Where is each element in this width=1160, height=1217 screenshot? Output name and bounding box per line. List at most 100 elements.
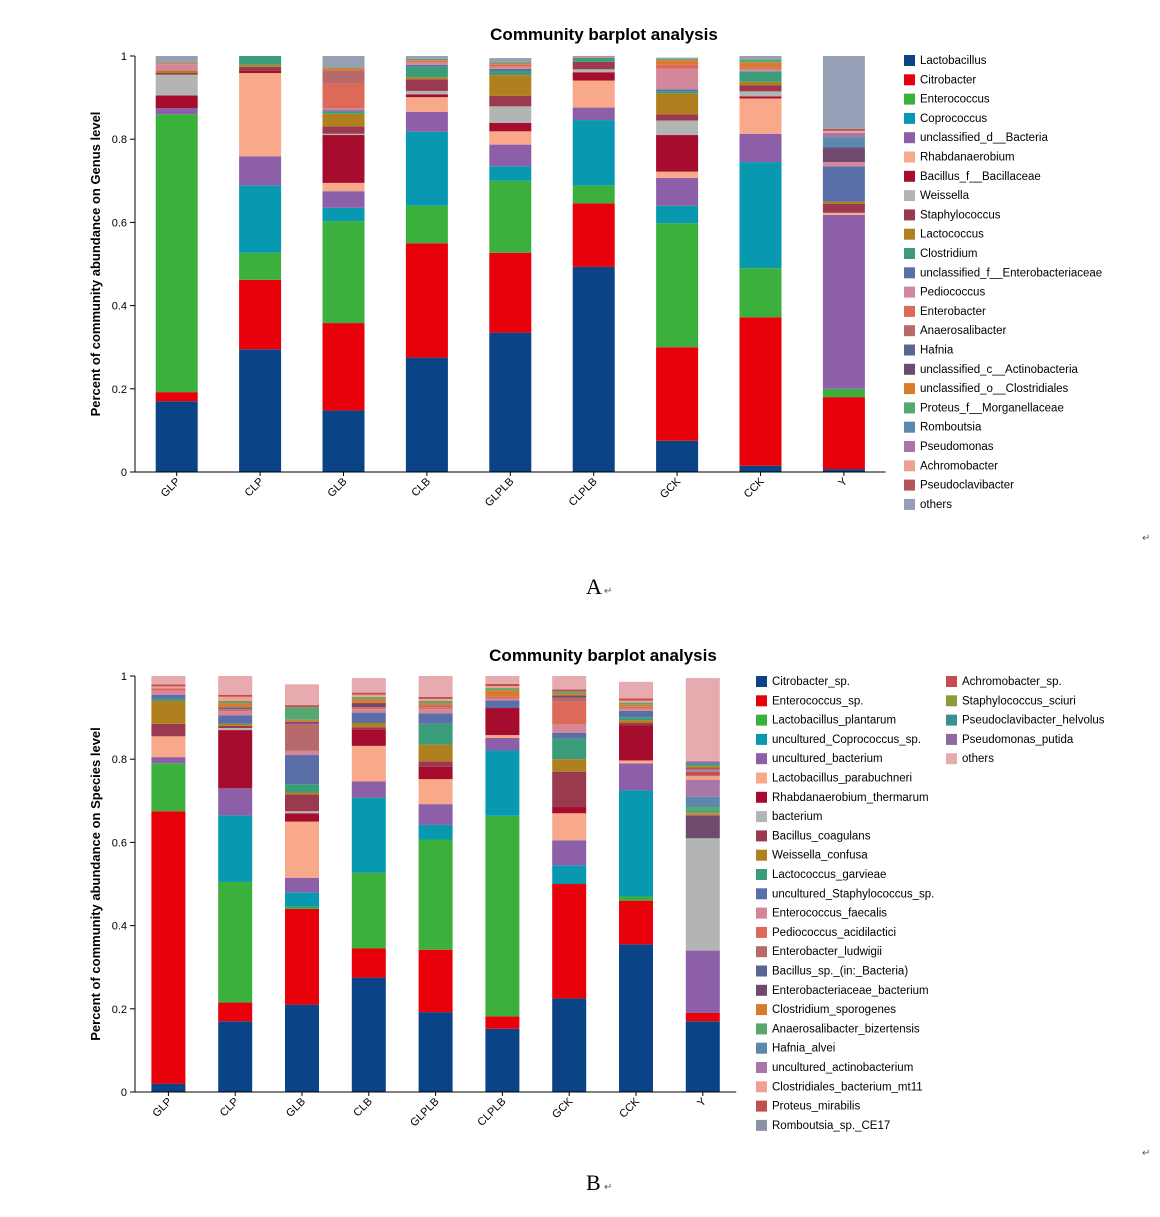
figure-b-line-return-mark: ↵ (1142, 1148, 1151, 1159)
legend-swatch-others (904, 498, 915, 510)
bar-segment-gck-pediococcus-acidilactici (552, 701, 587, 725)
legend-swatch-romboutsia-sp-ce17 (756, 1119, 767, 1131)
bar-segment-gck-clostridium (656, 91, 699, 94)
legend-label-proteus-mirabilis: Proteus_mirabilis (772, 1101, 860, 1113)
x-tick-label-glplb: GLPLB (408, 1096, 442, 1130)
bar-segment-y-unclassified-f-enterobacteriaceae (822, 166, 865, 202)
legend-swatch-pseudomonas (904, 441, 915, 452)
bar-segment-glplb-clostridiales-bacterium-mt11 (418, 698, 453, 701)
y-tick-label: 1 (121, 671, 127, 683)
bar-segment-glplb-lactococcus-garvieae (418, 723, 453, 745)
legend-label-romboutsia: Romboutsia (920, 422, 982, 434)
bar-segment-clb-enterococcus-faecalis (351, 709, 386, 713)
legend-swatch-enterobacteriaceae-bacterium (756, 984, 767, 996)
bar-segment-gck-proteus-mirabilis (552, 689, 587, 692)
legend-label-bacillus-f-bacillaceae: Bacillus_f__Bacillaceae (920, 171, 1041, 183)
bar-segment-y-romboutsia (822, 137, 865, 148)
bar-segment-glp-lactobacillus (155, 401, 198, 472)
bar-segment-y-romboutsia-sp-ce17 (685, 769, 720, 772)
bar-segment-clp-clostridiales-bacterium-mt11 (218, 696, 253, 701)
bar-segment-cck-unclassified-d-bacteria (739, 133, 782, 163)
bar-segment-cck-proteus-mirabilis (619, 698, 653, 701)
legend-label-enterobacteriaceae-bacterium: Enterobacteriaceae_bacterium (772, 985, 929, 997)
y-tick-label: 0 (121, 467, 127, 479)
x-tick-label-glp: GLP (159, 476, 183, 500)
x-tick-label-y: Y (836, 475, 850, 489)
bar-segment-cck-lactobacillus-plantarum (619, 896, 653, 901)
bar-segment-glplb-lactobacillus-plantarum (418, 839, 453, 950)
bar-segment-gck-rhabdanaerobium-thermarum (552, 807, 587, 814)
bar-segment-glp-bacillus-coagulans (151, 723, 186, 737)
bar-segment-clb-bacillus-coagulans (351, 727, 386, 730)
bar-segment-clp-lactobacillus (239, 349, 282, 472)
bar-segment-y-clostridium-sporogenes (685, 813, 720, 816)
bar-segment-gck-rhabdanaerobium (656, 171, 699, 178)
bar-segment-gck-lactobacillus-parabuchneri (552, 813, 587, 841)
bar-segment-y-pediococcus (822, 162, 865, 167)
bar-segment-glb-staphylococcus (322, 126, 365, 134)
bar-segment-glplb-bacillus-f-bacillaceae (489, 122, 532, 132)
legend-swatch-unclassified-d-bacteria (904, 132, 915, 144)
bar-segment-glplb-lactobacillus-parabuchneri (418, 779, 453, 805)
bar-segment-y-unclassified-d-bacteria (822, 214, 865, 389)
bar-segment-clp-bacillus-f-bacillaceae (239, 70, 282, 74)
bar-segment-glplb-lactococcus (489, 75, 532, 96)
legend-swatch-lactobacillus-parabuchneri (756, 772, 767, 784)
bar-segment-clplb-unclassified-d-bacteria (572, 107, 615, 121)
bar-segment-clb-enterobacteriaceae-bacterium (351, 703, 386, 708)
bar-segment-glb-anaerosalibacter (322, 70, 365, 84)
bar-segment-gck-enterococcus-faecalis (552, 724, 587, 733)
bar-segment-glplb-pediococcus-acidilactici (418, 707, 453, 710)
bar-segment-clp-enterococcus-sp (218, 1002, 253, 1022)
bar-segment-glb-clostridium (322, 111, 365, 114)
legend-swatch-unclassified-c-actinobacteria (904, 363, 915, 375)
bar-segment-glp-lactococcus-garvieae (151, 698, 186, 701)
y-tick-label: 0.2 (112, 1004, 127, 1016)
legend-swatch-coprococcus (904, 112, 915, 124)
bar-segment-clb-unclassified-f-enterobacteriaceae (405, 64, 448, 67)
y-axis-label: Percent of community abundance on Genus … (88, 112, 103, 417)
bar-segment-glp-unclassified-d-bacteria (155, 108, 198, 115)
bar-segment-gck-weissella-confusa (552, 759, 587, 772)
x-tick-label-gck: GCK (658, 475, 684, 501)
bar-segment-glb-weissella (322, 133, 365, 136)
legend-swatch-pseudoclavibacter (904, 479, 915, 491)
bar-segment-glp-staphylococcus (155, 72, 198, 75)
bar-segment-clplb-anaerosalibacter-bizertensis (485, 688, 520, 691)
genus-barplot: Community barplot analysis Percent of com… (88, 25, 1102, 511)
figure-b: Community barplot analysis Percent of com… (0, 620, 1160, 1200)
bar-segment-glplb-citrobacter-sp (418, 1012, 453, 1092)
bar-segment-y-pseudomonas-putida (685, 761, 720, 764)
bar-segment-glp-pediococcus-acidilactici (151, 688, 186, 691)
legend-swatch-enterococcus (904, 93, 915, 105)
legend-swatch-pseudoclavibacter-helvolus (946, 714, 957, 726)
bar-segment-glplb-weissella (489, 106, 532, 123)
legend-swatch-rhabdanaerobium-thermarum (756, 791, 767, 803)
bar-segment-glb-unclassified-f-enterobacteriaceae (322, 110, 365, 112)
legend-swatch-staphylococcus-sciuri (946, 695, 957, 707)
bar-segment-gck-enterococcus (656, 223, 699, 348)
y-tick-label: 0.6 (112, 837, 127, 849)
bar-segment-glplb-enterococcus (489, 180, 532, 253)
bar-segment-clb-enterococcus-sp (351, 948, 386, 978)
bar-segment-clp-others (218, 676, 253, 695)
bar-segment-clb-pediococcus (405, 62, 448, 65)
bar-segment-glplb-enterobacter (489, 64, 532, 67)
x-tick-label-clb: CLB (351, 1096, 375, 1120)
bar-segment-clb-lactobacillus-plantarum (351, 872, 386, 949)
legend-label-pseudomonas: Pseudomonas (920, 441, 994, 453)
bar-segment-glb-rhabdanaerobium (322, 182, 365, 192)
bar-segment-clb-pediococcus-acidilactici (351, 707, 386, 710)
bar-segment-glb-unclassified-o-clostridiales (322, 68, 365, 71)
bar-segment-clplb-coprococcus (572, 120, 615, 186)
legend-label-uncultured-bacterium: uncultured_bacterium (772, 753, 883, 765)
legend-swatch-weissella (904, 190, 915, 202)
bar-segment-glb-lactococcus (322, 113, 365, 127)
bar-segment-cck-enterococcus-faecalis (619, 708, 653, 711)
legend-label-pseudomonas-putida: Pseudomonas_putida (962, 734, 1074, 746)
bar-segment-y-anaerosalibacter-bizertensis (685, 807, 720, 814)
bar-segment-glb-lactobacillus-plantarum (285, 906, 319, 909)
y-tick-label: 1 (121, 51, 127, 63)
bar-segment-clp-bacillus-sp-in-bacteria (218, 707, 253, 710)
bar-segment-clb-uncultured-bacterium (351, 781, 386, 798)
